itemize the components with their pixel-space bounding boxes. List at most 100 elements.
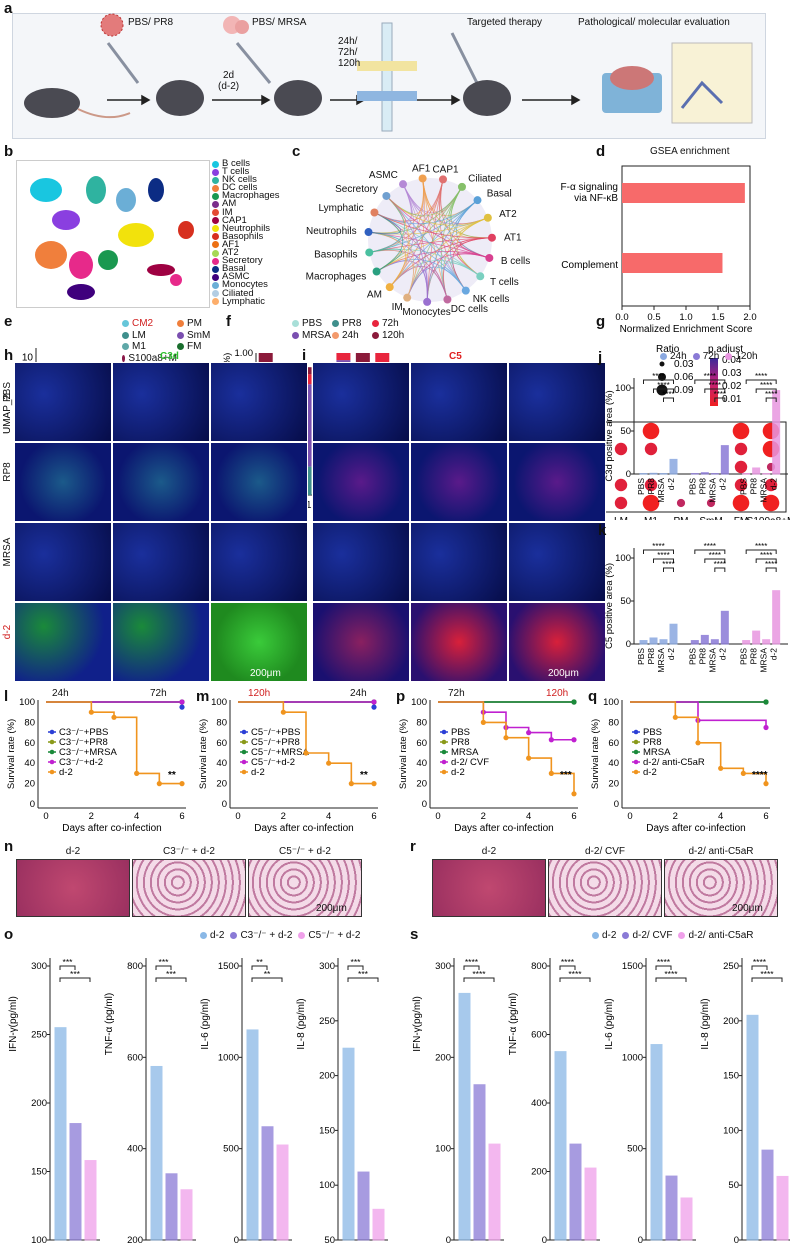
mouse-icon: [24, 80, 511, 118]
network-node: [457, 182, 466, 191]
survival-point: [740, 770, 746, 776]
legend-marker: [633, 769, 639, 775]
c3d-micrograph: [14, 602, 112, 682]
cytokine-chart: 100 150 200 250 300 IFN-γ(pg/ml) *** ***: [8, 957, 100, 1244]
x-tick-label: 0: [235, 811, 240, 822]
b-legend-item-swatch: [212, 201, 219, 209]
o-legend-item-text: d-2: [210, 930, 225, 941]
y-tick-label: 600: [531, 1030, 547, 1041]
y-tick-label: 0: [638, 1235, 643, 1244]
legend-label: d-2: [643, 767, 657, 778]
row-label: PBS: [2, 382, 13, 403]
network-node-label: AT1: [504, 232, 522, 243]
sig-bracket: [704, 558, 726, 563]
legend-label: d-2/ anti-C5aR: [643, 757, 705, 768]
y-tick-label: 1500: [622, 961, 643, 972]
sig-label: ****: [755, 542, 767, 551]
b-legend-item-swatch: [212, 281, 219, 289]
panel-b-umap: [16, 160, 210, 308]
survival-point: [503, 735, 509, 741]
bar: [680, 1197, 693, 1241]
c5-micrograph: [410, 522, 508, 602]
y-tick-label: 200: [531, 1167, 547, 1178]
e-legend-item-text: M1: [132, 341, 146, 352]
bar: [665, 1175, 678, 1241]
x-tick-label: d-2: [769, 478, 779, 491]
panel-s-legend: d-2 d-2/ CVF d-2/ anti-C5aR: [592, 930, 754, 942]
x-tick-label: 2: [89, 811, 94, 822]
x-tick-label: PBS: [739, 648, 749, 665]
sig-bracket: [751, 965, 768, 970]
bar: [772, 590, 781, 645]
b-legend-item: NK cells: [212, 175, 280, 184]
enrichment-dot: [706, 498, 716, 508]
sig-label: ****: [662, 390, 674, 399]
he-micrograph: [16, 859, 130, 917]
survival-point: [763, 699, 769, 705]
y-tick-label: 0: [614, 799, 619, 810]
b-legend-item: Neutrophils: [212, 223, 280, 233]
sig-label: ****: [714, 560, 726, 569]
sig-label: ****: [465, 957, 479, 967]
survival-point: [179, 704, 185, 710]
network-node-label: T cells: [490, 277, 519, 288]
col-label: 120h: [546, 688, 569, 699]
f-legend-item: 120h: [372, 330, 412, 342]
network-node: [418, 174, 427, 183]
b-legend-item-text: Macrophages: [222, 190, 280, 202]
he-micrograph: [432, 859, 546, 917]
sig-bracket: [155, 977, 187, 982]
y-tick-label: 0: [30, 799, 35, 810]
survival-point: [111, 714, 117, 720]
legend-label: C3⁻/⁻+PR8: [59, 737, 108, 748]
sig-bracket: [251, 977, 283, 982]
enrichment-dot: [614, 442, 628, 456]
x-tick-label: 2.0: [743, 312, 756, 323]
he-label: d-2: [65, 846, 81, 857]
he-label: d-2/ anti-C5aR: [688, 846, 754, 857]
network-node: [461, 286, 470, 295]
network-node-label: IM: [392, 302, 403, 313]
legend-marker: [241, 769, 247, 775]
scale-bar-label: 200μm: [250, 668, 281, 679]
c3d-micrograph: [14, 522, 112, 602]
syringe-icon: [106, 32, 479, 84]
sig-label: ****: [753, 957, 767, 967]
b-legend-item: Basal: [212, 264, 280, 274]
y-tick-label: 40: [24, 758, 35, 769]
x-tick-label: MRSA: [707, 648, 717, 673]
enrichment-dot: [764, 478, 778, 492]
c5-micrograph: [410, 362, 508, 442]
sig-bracket: [347, 965, 364, 970]
survival-point: [326, 760, 332, 766]
x-tick-label: MRSA: [707, 478, 717, 503]
x-tick-label: 0.0: [615, 312, 628, 323]
y-tick-label: 20: [216, 779, 227, 790]
sig-label: ****: [704, 372, 716, 381]
y-tick-label: 100: [615, 553, 631, 564]
j-legend-item-swatch: [725, 353, 733, 361]
network-node: [382, 191, 391, 200]
bar: [246, 1029, 259, 1241]
network-node-label: Lymphatic: [318, 203, 363, 214]
network-node-label: AF1: [412, 164, 431, 175]
y-tick-label: 60: [416, 738, 427, 749]
sig-bracket: [463, 965, 480, 970]
legend-marker: [441, 759, 447, 765]
network-node-label: Monocytes: [402, 307, 450, 318]
panel-l-chart: 0 20 40 60 80 100 0 2 4 6 Days after co-infection S…: [6, 697, 186, 834]
panel-n-label: n: [4, 838, 14, 855]
e-legend-item: M1: [122, 341, 177, 353]
b-legend-item-swatch: [212, 225, 219, 233]
x-tick-label: SmM: [699, 516, 722, 520]
e-legend-item-swatch: [122, 354, 126, 362]
legend-label: PR8: [451, 737, 469, 748]
network-edge: [369, 195, 405, 253]
y-tick-label: 200: [31, 1098, 47, 1109]
sig-bracket: [251, 965, 268, 970]
ratio-legend-label: 0.06: [674, 372, 694, 383]
sig-bracket: [643, 379, 674, 384]
legend-marker: [241, 759, 247, 765]
x-tick-label: PM: [674, 516, 689, 520]
